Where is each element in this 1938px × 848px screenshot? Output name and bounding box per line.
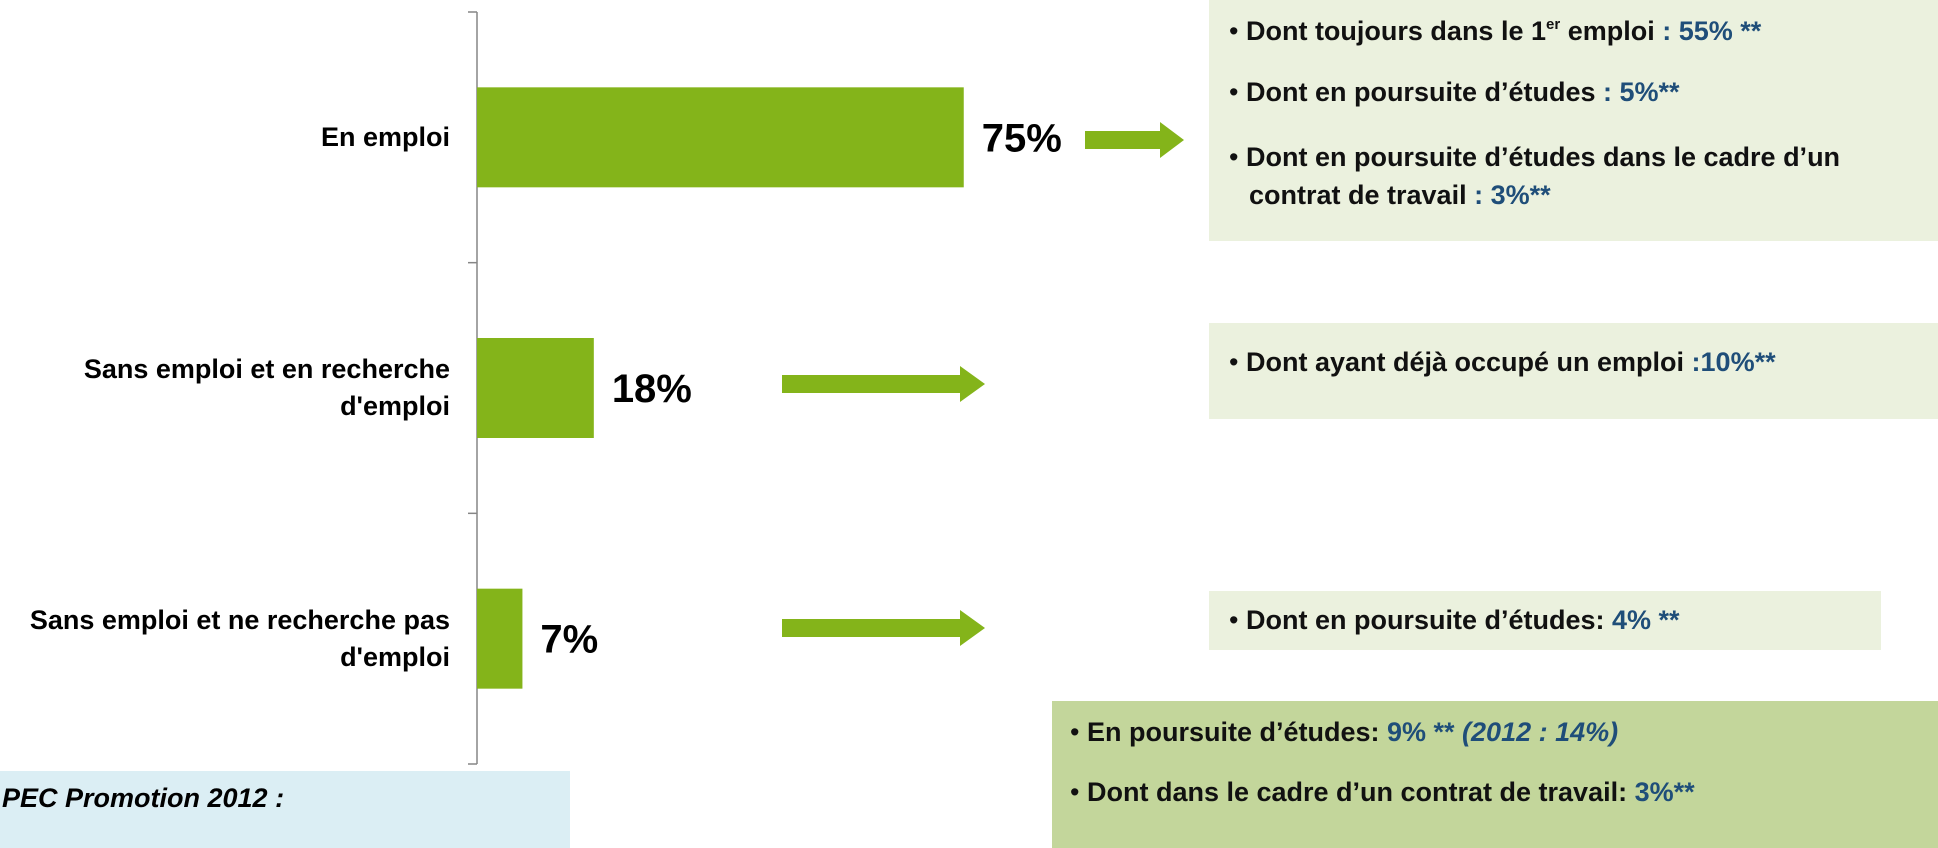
note-item: Dont en poursuite d’études dans le cadre…: [1229, 138, 1938, 214]
category-label: En emploi: [320, 121, 450, 152]
note-text: emploi: [1560, 16, 1663, 46]
note-box: Dont en poursuite d’études: 4% **: [1209, 591, 1881, 650]
note-text: En poursuite d’études:: [1086, 717, 1387, 747]
value-label: 7%: [540, 618, 598, 662]
arrow: [782, 610, 985, 646]
note-text: Dont en poursuite d’études:: [1245, 605, 1612, 635]
footer-box: [0, 771, 570, 848]
note-text: : 3%**: [1474, 180, 1551, 210]
note-item: Dont en poursuite d’études : 5%**: [1229, 73, 1680, 111]
bar: [477, 338, 594, 438]
footer-title: PEC Promotion 2012 :: [2, 783, 285, 813]
note-item: Dont toujours dans le 1er emploi : 55% *…: [1229, 12, 1761, 50]
note-text: Dont dans le cadre d’un contrat de trava…: [1086, 777, 1635, 807]
note-text: :10%**: [1691, 347, 1776, 377]
note-text: Dont en poursuite d’études dans le cadre…: [1245, 142, 1841, 210]
note-box: Dont ayant déjà occupé un emploi :10%**: [1209, 323, 1938, 419]
note-text: Dont ayant déjà occupé un emploi: [1245, 347, 1692, 377]
note-text: (2012 : 14%): [1462, 717, 1619, 747]
note-item: Dont en poursuite d’études: 4% **: [1229, 601, 1680, 639]
note-item: Dont ayant déjà occupé un emploi :10%**: [1229, 343, 1776, 381]
note-text: : 55% **: [1662, 16, 1762, 46]
arrow: [782, 366, 985, 402]
category-label: Sans emploi et ne recherche pas d'emploi: [29, 604, 450, 672]
value-label: 18%: [612, 367, 692, 411]
bar: [477, 588, 523, 689]
note-text: Dont toujours dans le 1: [1245, 16, 1546, 46]
note-item: Dont dans le cadre d’un contrat de trava…: [1070, 773, 1695, 811]
note-text: Dont en poursuite d’études: [1245, 77, 1603, 107]
note-text: 3%**: [1634, 777, 1695, 807]
bar: [477, 87, 964, 188]
value-label: 75%: [982, 116, 1062, 160]
note-text: 4% **: [1611, 605, 1680, 635]
note-box: En poursuite d’études: 9% ** (2012 : 14%…: [1052, 701, 1938, 848]
note-text: 9% **: [1387, 717, 1463, 747]
note-box: Dont toujours dans le 1er emploi : 55% *…: [1209, 0, 1938, 241]
note-item: En poursuite d’études: 9% ** (2012 : 14%…: [1070, 713, 1618, 751]
note-text: er: [1546, 16, 1561, 33]
category-label: Sans emploi et en recherche d'emploi: [83, 354, 450, 421]
arrow: [1085, 122, 1184, 158]
note-text: : 5%**: [1602, 77, 1680, 107]
